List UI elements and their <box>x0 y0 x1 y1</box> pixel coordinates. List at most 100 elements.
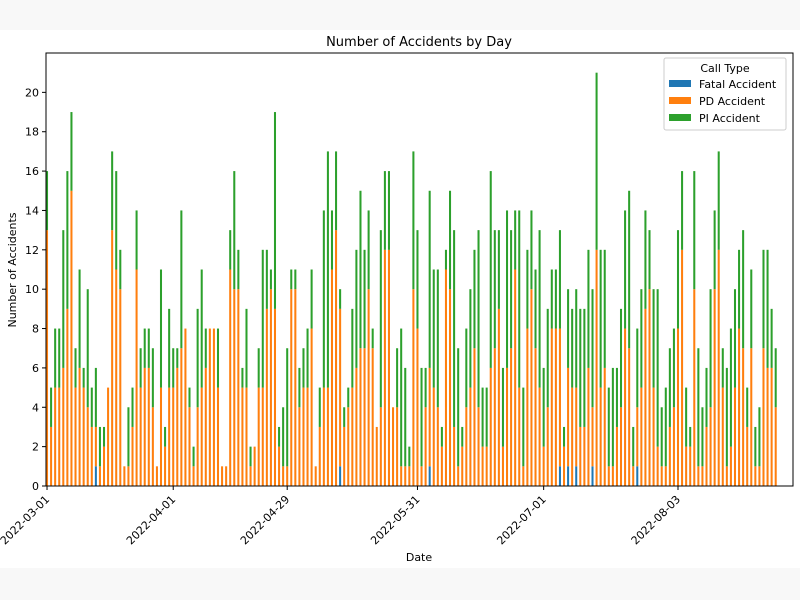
bar-pd-168 <box>729 446 732 486</box>
bar-pd-105 <box>473 348 476 486</box>
bar-pi-154 <box>672 328 675 408</box>
bar-pd-69 <box>326 387 329 486</box>
bar-pd-100 <box>453 426 456 486</box>
bar-pi-24 <box>143 328 146 368</box>
bar-pd-169 <box>733 387 737 486</box>
bar-pd-118 <box>526 328 529 486</box>
bar-pd-109 <box>489 367 492 486</box>
bar-pi-171 <box>742 230 745 349</box>
bar-pi-118 <box>526 249 529 329</box>
bar-pi-28 <box>159 269 163 388</box>
bar-pd-43 <box>221 466 224 486</box>
bar-pd-85 <box>392 407 395 486</box>
bar-pd-91 <box>416 328 419 486</box>
bar-pi-4 <box>62 230 65 368</box>
bar-pd-149 <box>652 387 655 486</box>
bar-fatal-94 <box>428 466 431 486</box>
bar-pi-148 <box>648 230 651 290</box>
bar-pi-144 <box>632 426 635 467</box>
bar-pd-70 <box>330 269 333 486</box>
bar-pi-161 <box>701 407 704 467</box>
bar-pd-71 <box>335 230 338 486</box>
bar-pd-81 <box>375 426 378 486</box>
bar-pd-41 <box>212 328 215 486</box>
bar-pi-3 <box>58 328 61 388</box>
bar-pd-68 <box>322 387 325 486</box>
bar-pi-83 <box>383 171 386 250</box>
bar-pi-88 <box>404 367 407 467</box>
bar-pi-135 <box>595 72 598 250</box>
bar-pd-73 <box>343 426 346 486</box>
bar-pi-49 <box>245 308 248 388</box>
bar-pd-166 <box>721 387 724 486</box>
bar-pi-73 <box>343 407 346 427</box>
bar-pi-1 <box>50 387 53 427</box>
bar-pd-136 <box>599 387 602 486</box>
bar-pd-135 <box>595 249 598 486</box>
bar-pi-20 <box>127 407 130 467</box>
bar-pd-25 <box>147 367 150 486</box>
bar-pi-86 <box>396 348 399 408</box>
bar-pd-64 <box>306 387 309 486</box>
bar-pd-61 <box>294 289 297 486</box>
bar-pd-12 <box>94 426 97 467</box>
bar-pd-128 <box>567 367 570 467</box>
bar-pi-137 <box>603 249 606 368</box>
bar-pi-45 <box>229 230 232 270</box>
bar-pi-162 <box>705 367 708 427</box>
bar-pd-178 <box>770 367 773 486</box>
bar-pi-25 <box>147 328 150 368</box>
bar-pd-46 <box>233 289 236 486</box>
bar-pi-110 <box>493 230 496 349</box>
bar-pd-35 <box>188 407 191 486</box>
bar-pd-23 <box>139 387 142 486</box>
bar-pi-108 <box>485 387 488 447</box>
bar-pi-16 <box>111 151 114 231</box>
legend-title: Call Type <box>700 62 750 75</box>
bar-pd-94 <box>428 367 431 467</box>
bar-pd-84 <box>387 249 390 486</box>
bar-pd-120 <box>534 348 537 486</box>
bar-pd-147 <box>644 308 647 486</box>
bar-pd-48 <box>241 387 244 486</box>
bar-pi-46 <box>233 171 236 290</box>
bars-group <box>46 72 777 486</box>
bar-pd-26 <box>151 407 154 486</box>
bar-pi-126 <box>558 230 561 329</box>
bar-fatal-134 <box>591 466 594 486</box>
bar-pd-34 <box>184 328 187 486</box>
bar-pd-157 <box>685 446 688 486</box>
bar-pi-119 <box>530 210 533 290</box>
y-tick-label: 10 <box>25 283 39 296</box>
bar-pi-113 <box>506 210 509 368</box>
y-tick-label: 6 <box>32 362 39 375</box>
bar-pd-117 <box>522 466 525 486</box>
bar-pd-142 <box>624 328 627 486</box>
bar-pd-176 <box>762 348 765 486</box>
bar-pi-164 <box>713 210 716 290</box>
bar-pi-147 <box>644 210 647 309</box>
bar-fatal-72 <box>339 466 342 486</box>
bar-pd-170 <box>738 328 741 486</box>
bar-pi-125 <box>554 269 557 329</box>
bar-pi-100 <box>453 230 456 427</box>
bar-pd-93 <box>424 407 427 486</box>
bar-pi-115 <box>514 210 517 270</box>
bar-pi-114 <box>510 230 513 349</box>
bar-pd-163 <box>709 407 712 486</box>
legend-label-pd: PD Accident <box>699 95 766 108</box>
bar-pd-49 <box>245 387 248 486</box>
y-tick-label: 20 <box>25 86 39 99</box>
bar-pd-161 <box>701 466 704 486</box>
bar-pi-107 <box>481 387 484 447</box>
bar-pi-116 <box>518 210 521 388</box>
bar-pd-80 <box>371 348 374 486</box>
legend-swatch-pd <box>669 97 691 104</box>
bar-pi-80 <box>371 328 374 349</box>
bar-pd-31 <box>172 387 175 486</box>
bar-pd-96 <box>436 407 439 486</box>
bar-pi-127 <box>563 426 566 447</box>
bar-pd-125 <box>554 328 557 486</box>
bar-pi-56 <box>273 112 277 309</box>
bar-pd-179 <box>774 407 777 486</box>
